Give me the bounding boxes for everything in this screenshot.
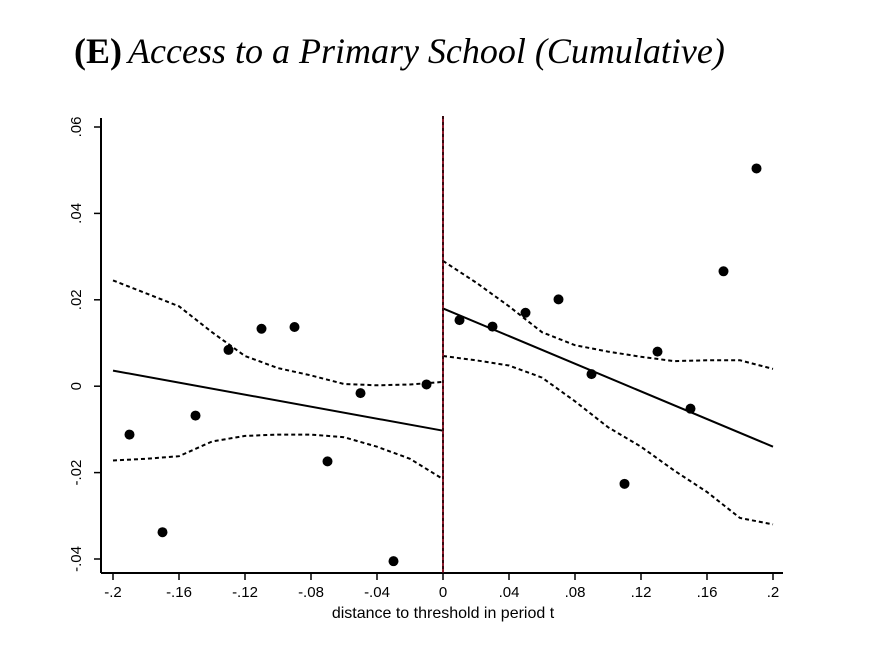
- data-point: [586, 369, 597, 380]
- fit-left: [112, 369, 444, 432]
- y-tick-label: .06: [68, 117, 85, 138]
- confidence-bands: [112, 260, 774, 526]
- ci-left-upper: [112, 279, 444, 387]
- data-point: [619, 478, 630, 489]
- data-point: [388, 556, 399, 567]
- y-tick-label: -.04: [68, 546, 85, 572]
- data-point: [421, 379, 432, 390]
- chart-title: (E) Access to a Primary School (Cumulativ…: [74, 30, 725, 72]
- x-tick-label: 0: [439, 584, 447, 601]
- data-point: [355, 388, 366, 399]
- x-tick-label: -.16: [166, 584, 192, 601]
- y-tick-label: -.02: [68, 460, 85, 486]
- data-point: [685, 403, 696, 414]
- data-points: [124, 163, 762, 567]
- x-tick-label: .08: [565, 584, 586, 601]
- axes: -.04 -.02 0 .02 .04 .06 -.2 -.16 -.12 -.08 -.04 0 .0…: [68, 117, 783, 601]
- y-tick-label: 0: [68, 382, 85, 390]
- x-tick-label: .04: [499, 584, 520, 601]
- x-tick-label: .16: [697, 584, 718, 601]
- data-point: [652, 346, 663, 357]
- data-point: [124, 429, 135, 440]
- data-point: [223, 344, 234, 355]
- data-point: [751, 163, 762, 174]
- data-point: [520, 307, 531, 318]
- ci-right-upper: [442, 260, 774, 370]
- x-tick-label: .2: [767, 584, 780, 601]
- x-tick-label: -.12: [232, 584, 258, 601]
- data-point: [256, 323, 267, 334]
- x-tick-label: .12: [631, 584, 652, 601]
- fit-lines: [112, 307, 774, 448]
- panel-label: (E): [74, 31, 122, 71]
- data-point: [454, 315, 465, 326]
- fit-right: [442, 307, 774, 448]
- y-tick-label: .04: [68, 203, 85, 224]
- data-point: [289, 322, 300, 333]
- x-tick-label: -.08: [298, 584, 324, 601]
- title-text: Access to a Primary School (Cumulative): [128, 31, 725, 71]
- data-point: [718, 266, 729, 277]
- x-tick-label: -.04: [364, 584, 390, 601]
- data-point: [157, 527, 168, 538]
- x-tick-label: -.2: [104, 584, 122, 601]
- ci-right-lower: [442, 355, 774, 526]
- data-point: [190, 410, 201, 421]
- x-axis-label: distance to threshold in period t: [332, 605, 555, 622]
- data-point: [553, 294, 564, 305]
- data-point: [322, 456, 333, 467]
- ci-left-lower: [112, 433, 444, 480]
- data-point: [487, 321, 498, 332]
- y-tick-label: .02: [68, 289, 85, 310]
